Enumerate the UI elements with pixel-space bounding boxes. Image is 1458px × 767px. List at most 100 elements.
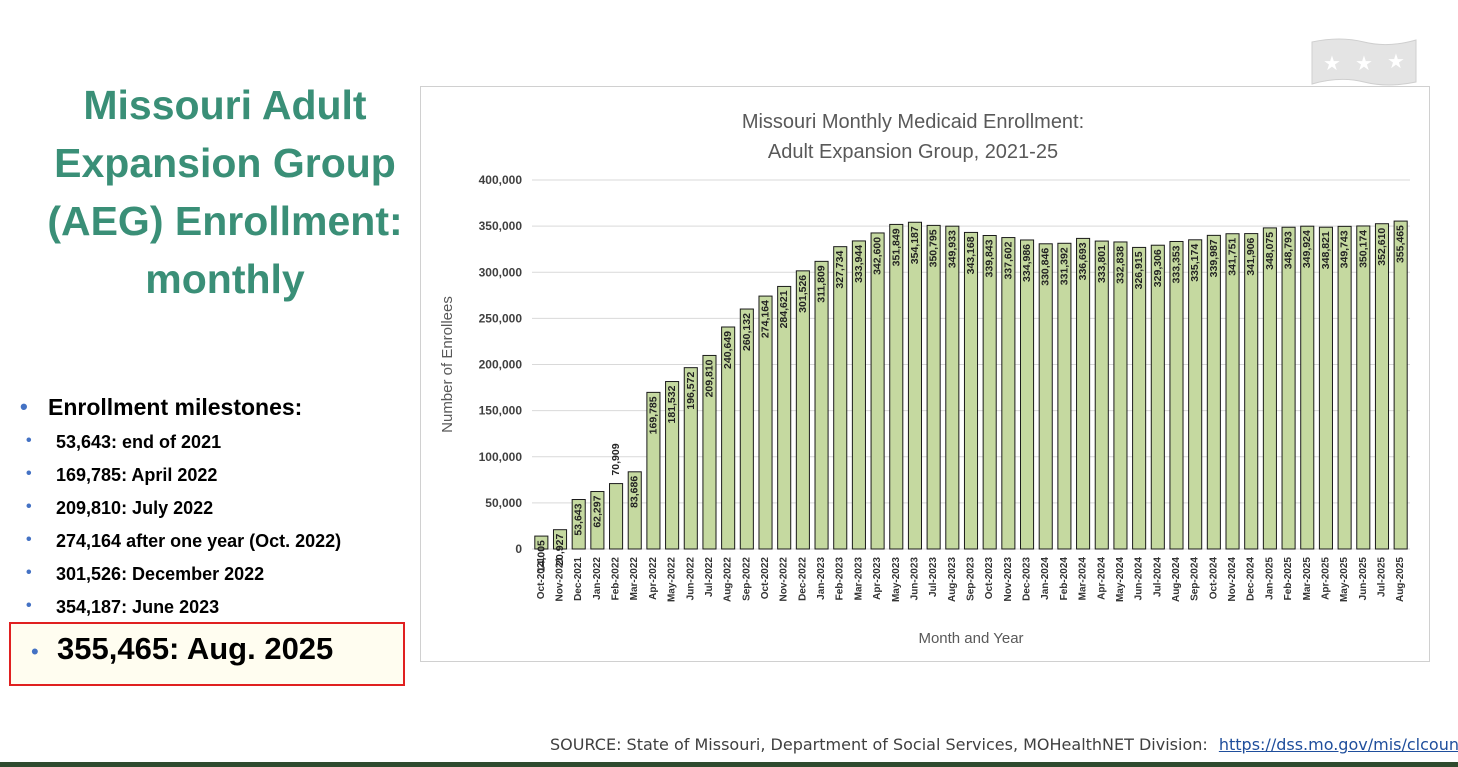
- x-tick-label: Jul-2025: [1376, 557, 1387, 597]
- bar-value-label: 274,164: [760, 300, 772, 338]
- x-tick-label: Aug-2025: [1395, 557, 1406, 602]
- bar: [851, 240, 866, 550]
- bar: [982, 234, 997, 550]
- bar-value-label: 20,927: [554, 534, 566, 566]
- bar: [1020, 239, 1035, 550]
- x-tick-label: Aug-2022: [723, 557, 734, 602]
- bar: [1337, 225, 1352, 550]
- bar-value-label: 181,532: [666, 385, 678, 423]
- y-tick-label: 250,000: [479, 311, 523, 325]
- x-tick-label: Oct-2021: [536, 557, 547, 600]
- bar-value-label: 260,132: [741, 313, 753, 351]
- y-tick-label: 200,000: [479, 358, 523, 372]
- bar: [646, 391, 661, 550]
- bar-value-label: 343,168: [965, 236, 977, 274]
- bar: [609, 483, 624, 550]
- bar: [926, 224, 941, 550]
- x-tick-label: Dec-2021: [573, 557, 584, 601]
- x-tick-label: Feb-2023: [835, 557, 846, 601]
- bar: [1225, 233, 1240, 550]
- bar: [665, 381, 680, 550]
- bar: [1150, 244, 1165, 550]
- bar-value-label: 209,810: [703, 359, 715, 397]
- bar-value-label: 348,075: [1264, 232, 1276, 270]
- title-line-4: monthly: [145, 256, 305, 302]
- bar: [833, 246, 848, 550]
- bullet-icon: •: [26, 531, 32, 548]
- milestone-text: 301,526: December 2022: [56, 564, 265, 584]
- bar: [889, 223, 904, 550]
- bar-value-label: 348,793: [1283, 231, 1295, 269]
- milestone-text: 53,643: end of 2021: [56, 432, 222, 452]
- bar-value-label: 311,809: [816, 265, 828, 303]
- x-tick-label: Jan-2023: [816, 557, 827, 600]
- bar: [1281, 226, 1296, 550]
- bullet-icon: •: [26, 564, 32, 581]
- bullet-icon: •: [26, 597, 32, 614]
- bar: [702, 354, 717, 550]
- bar-value-label: 326,915: [1133, 251, 1145, 289]
- bar-value-label: 284,621: [778, 290, 790, 328]
- bullet-icon: •: [26, 465, 32, 482]
- milestone-item: • 274,164 after one year (Oct. 2022): [18, 530, 418, 563]
- bar-value-label: 351,849: [890, 228, 902, 266]
- milestones-list: • 53,643: end of 2021 • 169,785: April 202…: [18, 431, 418, 629]
- x-tick-label: Feb-2022: [611, 557, 622, 601]
- bullet-icon: •: [31, 639, 39, 664]
- bar: [590, 491, 605, 550]
- bar: [571, 499, 586, 550]
- milestone-item: • 209,810: July 2022: [18, 497, 418, 530]
- bar: [1113, 241, 1128, 550]
- slide-title: Missouri Adult Expansion Group (AEG) Enr…: [30, 76, 420, 308]
- y-tick-label: 100,000: [479, 450, 523, 464]
- bar: [721, 326, 736, 550]
- x-tick-label: Nov-2022: [779, 557, 790, 602]
- x-tick-label: Dec-2024: [1246, 557, 1257, 601]
- bar-value-label: 329,306: [1152, 249, 1164, 287]
- y-axis-label: Number of Enrollees: [439, 296, 456, 433]
- bar-value-label: 14,005: [535, 540, 547, 572]
- x-tick-label: Jun-2022: [685, 557, 696, 601]
- x-tick-label: Sep-2024: [1190, 557, 1201, 601]
- bar: [814, 260, 829, 550]
- x-tick-label: Apr-2023: [872, 557, 883, 600]
- title-line-1: Missouri Adult: [83, 82, 367, 128]
- bar-value-label: 339,987: [1208, 239, 1220, 277]
- bar-value-label: 327,734: [834, 251, 846, 289]
- svg-text:★: ★: [1387, 49, 1405, 73]
- bar: [1262, 227, 1277, 550]
- x-tick-label: Jun-2023: [909, 557, 920, 601]
- svg-text:★: ★: [1355, 51, 1373, 75]
- source-link[interactable]: https://dss.mo.gov/mis/clcounter/: [1218, 735, 1458, 754]
- bar-value-label: 240,649: [722, 331, 734, 369]
- source-text: SOURCE: State of Missouri, Department of…: [550, 735, 1208, 754]
- milestone-item: • 53,643: end of 2021: [18, 431, 418, 464]
- x-tick-label: Mar-2023: [853, 557, 864, 601]
- bar-value-label: 333,944: [853, 245, 865, 283]
- bar: [1374, 223, 1390, 550]
- bar: [945, 225, 960, 550]
- x-tick-label: Jan-2025: [1264, 557, 1275, 600]
- bar: [1393, 220, 1408, 550]
- bar-value-label: 337,602: [1002, 241, 1014, 279]
- enrollment-bar-chart: Missouri Monthly Medicaid Enrollment: Adu…: [439, 111, 1410, 647]
- bar-value-label: 341,751: [1227, 238, 1239, 276]
- x-tick-label: Jul-2024: [1152, 557, 1163, 597]
- bar: [1169, 240, 1184, 550]
- bottom-divider: [0, 762, 1458, 767]
- x-tick-label: Sep-2022: [741, 557, 752, 601]
- bar: [1188, 239, 1203, 550]
- bullet-icon: •: [26, 498, 32, 515]
- bar-value-label: 348,821: [1320, 231, 1332, 269]
- x-tick-label: Jul-2023: [928, 557, 939, 597]
- bar: [552, 529, 568, 550]
- x-tick-label: Jun-2024: [1134, 557, 1145, 601]
- x-axis-label: Month and Year: [918, 630, 1023, 647]
- milestone-text: 274,164 after one year (Oct. 2022): [56, 531, 342, 551]
- highlight-box: • 355,465: Aug. 2025: [9, 622, 405, 686]
- x-tick-label: May-2024: [1115, 557, 1126, 602]
- x-tick-label: Oct-2023: [984, 557, 995, 600]
- bar: [1244, 233, 1259, 550]
- milestone-item: • 354,187: June 2023: [18, 596, 418, 629]
- bullet-icon: •: [26, 432, 32, 449]
